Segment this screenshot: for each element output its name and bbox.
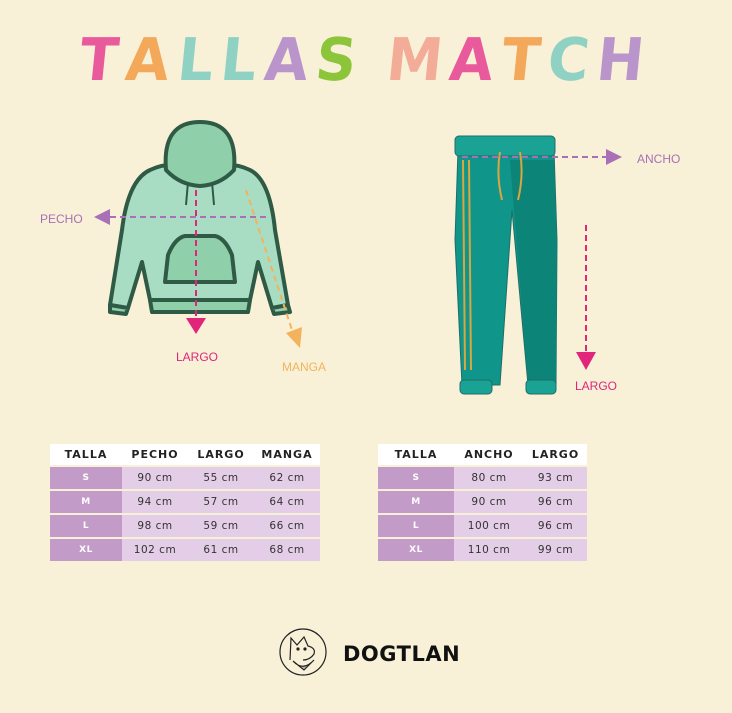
waistband xyxy=(454,135,556,157)
value-cell: 62 cm xyxy=(254,467,320,489)
largo-arrow-pants xyxy=(576,225,596,370)
kangaroo-pocket xyxy=(163,234,237,284)
table-row: M 90 cm 96 cm xyxy=(378,491,587,513)
brand-name: DOGTLAN xyxy=(343,642,461,666)
dog-logo-icon xyxy=(279,628,327,676)
pecho-label: PECHO xyxy=(40,212,83,226)
value-cell: 110 cm xyxy=(454,539,524,561)
column-header: MANGA xyxy=(254,444,320,465)
column-header: TALLA xyxy=(378,444,454,465)
table-row: M 94 cm 57 cm 64 cm xyxy=(50,491,320,513)
column-header: TALLA xyxy=(50,444,122,465)
cuff-left xyxy=(459,379,493,395)
value-cell: 57 cm xyxy=(188,491,254,513)
value-cell: 55 cm xyxy=(188,467,254,489)
hood xyxy=(163,120,237,188)
value-cell: 99 cm xyxy=(524,539,587,561)
ancho-arrow xyxy=(462,149,622,165)
value-cell: 98 cm xyxy=(122,515,188,537)
table-row: XL 110 cm 99 cm xyxy=(378,539,587,561)
largo-label-pants: LARGO xyxy=(575,379,618,393)
size-cell: XL xyxy=(378,539,454,561)
manga-label: MANGA xyxy=(282,360,327,374)
value-cell: 68 cm xyxy=(254,539,320,561)
value-cell: 94 cm xyxy=(122,491,188,513)
largo-label-hoodie: LARGO xyxy=(176,350,219,364)
value-cell: 102 cm xyxy=(122,539,188,561)
column-header: ANCHO xyxy=(454,444,524,465)
value-cell: 96 cm xyxy=(524,515,587,537)
size-cell: S xyxy=(50,467,122,489)
value-cell: 64 cm xyxy=(254,491,320,513)
cuff-right xyxy=(525,379,557,395)
table-row: L 100 cm 96 cm xyxy=(378,515,587,537)
pants-size-table: TALLA ANCHO LARGO S 80 cm 93 cm M 90 cm 96 cm L 10… xyxy=(378,442,587,563)
column-header: PECHO xyxy=(122,444,188,465)
size-cell: M xyxy=(50,491,122,513)
size-cell: L xyxy=(50,515,122,537)
value-cell: 93 cm xyxy=(524,467,587,489)
value-cell: 90 cm xyxy=(122,467,188,489)
size-cell: L xyxy=(378,515,454,537)
table-row: S 80 cm 93 cm xyxy=(378,467,587,489)
table-row: XL 102 cm 61 cm 68 cm xyxy=(50,539,320,561)
value-cell: 61 cm xyxy=(188,539,254,561)
largo-arrow-hoodie xyxy=(186,190,206,334)
hoodie-hem xyxy=(148,298,252,314)
size-cell: S xyxy=(378,467,454,489)
value-cell: 59 cm xyxy=(188,515,254,537)
value-cell: 96 cm xyxy=(524,491,587,513)
size-cell: XL xyxy=(50,539,122,561)
table-row: L 98 cm 59 cm 66 cm xyxy=(50,515,320,537)
pants-illustration xyxy=(454,135,558,395)
column-header: LARGO xyxy=(524,444,587,465)
table-row: S 90 cm 55 cm 62 cm xyxy=(50,467,320,489)
hoodie-illustration xyxy=(108,120,292,316)
size-cell: M xyxy=(378,491,454,513)
pecho-arrow xyxy=(94,209,270,225)
value-cell: 100 cm xyxy=(454,515,524,537)
column-header: LARGO xyxy=(188,444,254,465)
table-header-row: TALLA ANCHO LARGO xyxy=(378,444,587,465)
manga-arrow xyxy=(245,189,302,348)
hoodie-size-table: TALLA PECHO LARGO MANGA S 90 cm 55 cm 62 cm M 94 … xyxy=(50,442,320,563)
table-header-row: TALLA PECHO LARGO MANGA xyxy=(50,444,320,465)
value-cell: 66 cm xyxy=(254,515,320,537)
ancho-label: ANCHO xyxy=(637,152,681,166)
value-cell: 90 cm xyxy=(454,491,524,513)
value-cell: 80 cm xyxy=(454,467,524,489)
